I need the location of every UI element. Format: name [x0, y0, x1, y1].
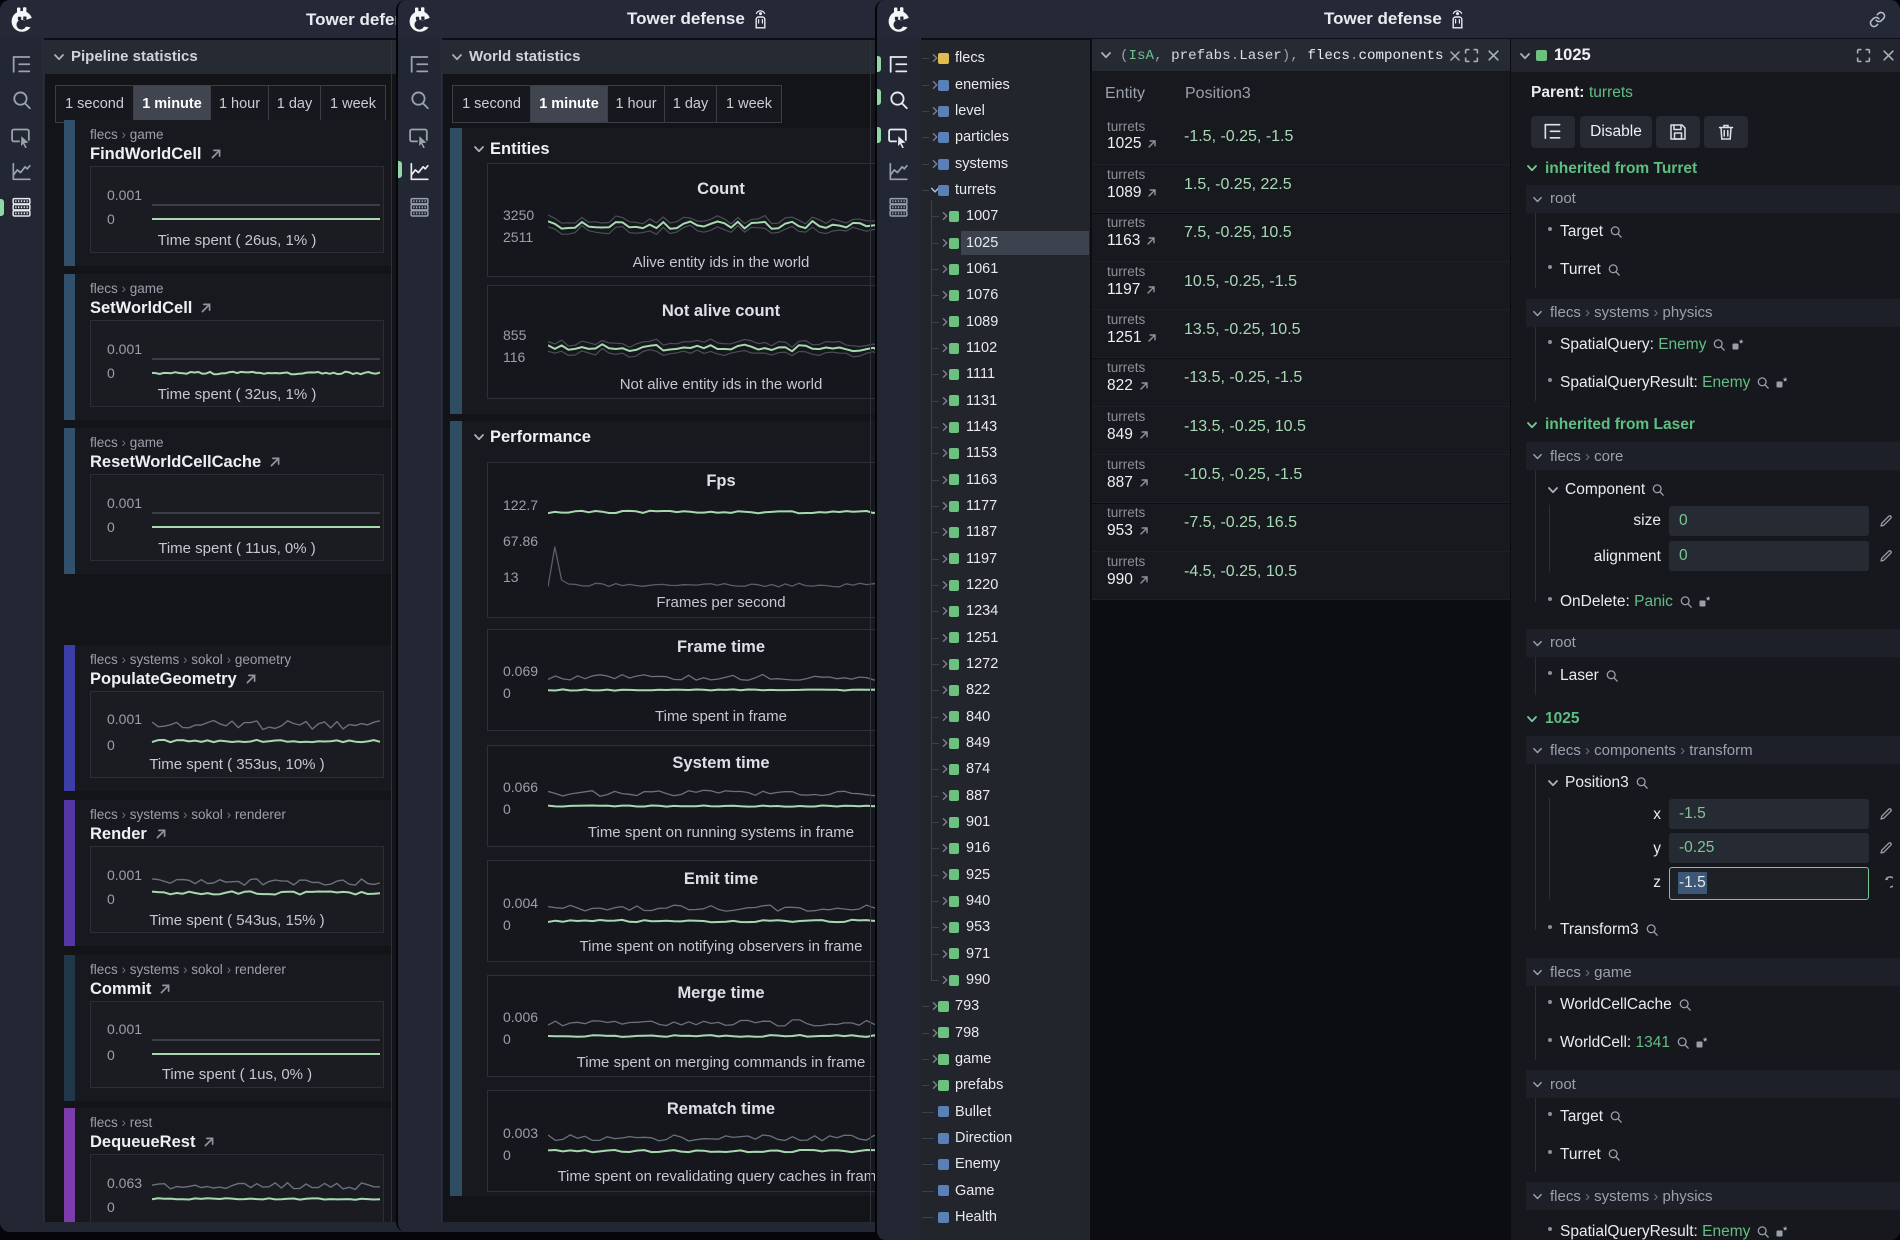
svg-text:*: *: [1783, 1226, 1788, 1237]
svg-text:*: *: [1783, 377, 1788, 388]
svg-text:*: *: [1739, 339, 1744, 350]
svg-text:*: *: [1703, 1037, 1708, 1048]
svg-text:*: *: [1706, 596, 1711, 607]
